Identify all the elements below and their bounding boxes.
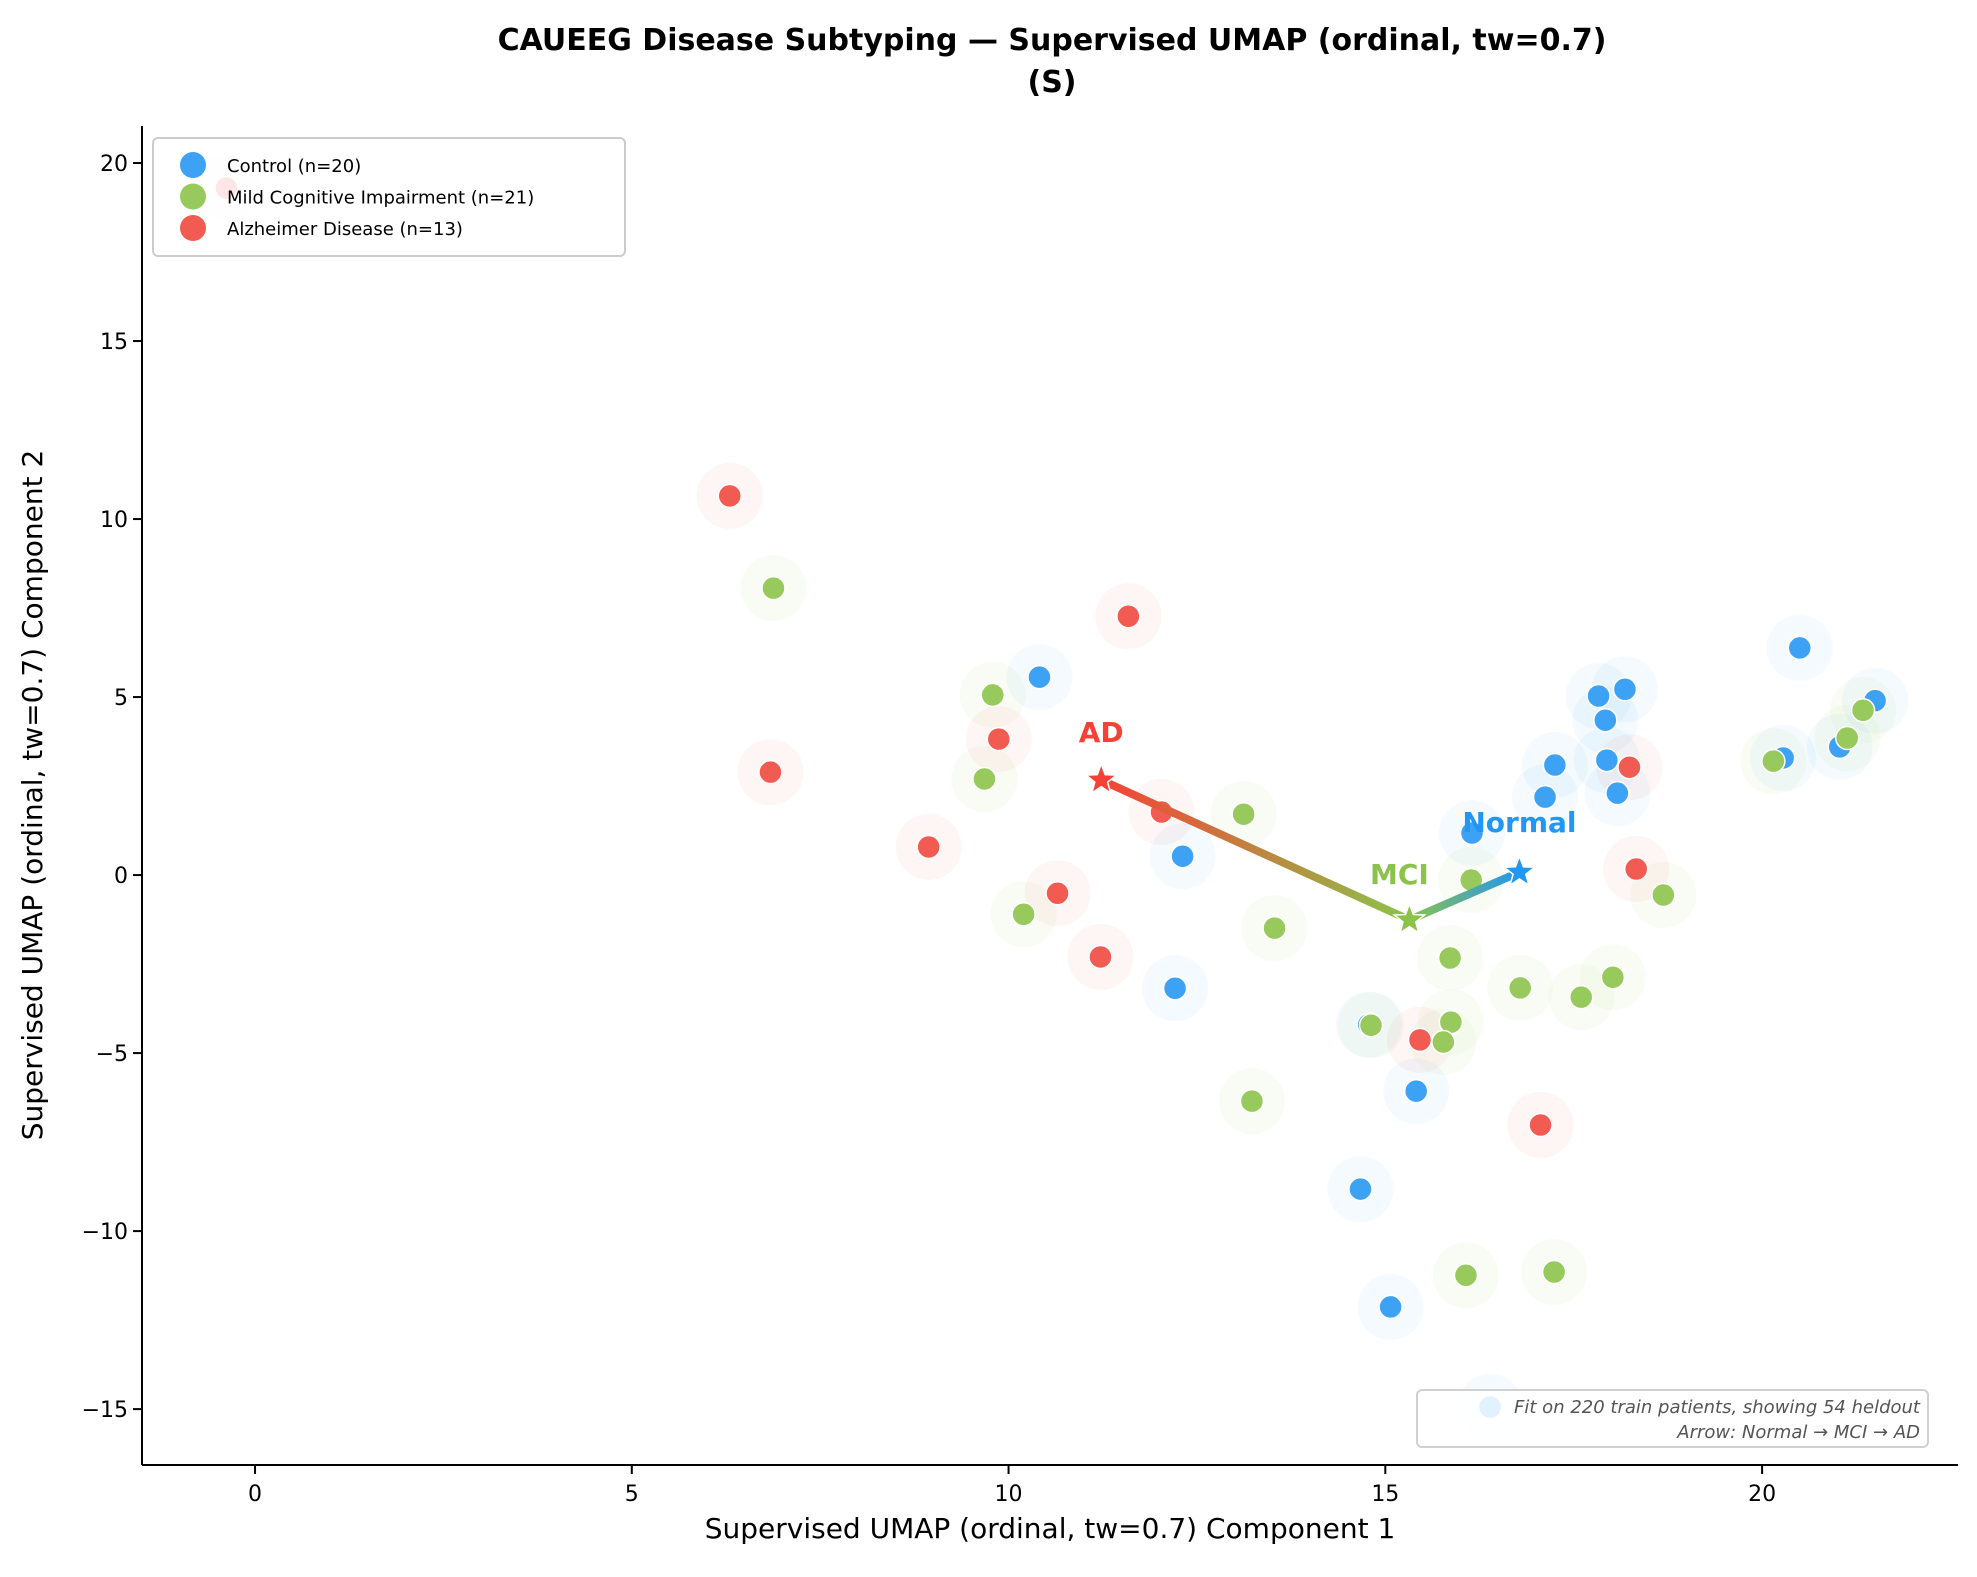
y-tick-label: −10: [82, 1220, 128, 1245]
data-point-mci: [1600, 964, 1626, 990]
data-point-ad: [916, 834, 941, 860]
data-point-mci: [1431, 1029, 1456, 1055]
data-point-control: [1605, 780, 1630, 806]
data-point-ad: [1623, 856, 1649, 882]
data-point-mci: [1568, 984, 1594, 1010]
annotation-line-2: Arrow: Normal → MCI → AD: [1676, 1422, 1920, 1443]
arrow-segment: [1405, 868, 1524, 924]
data-point-control: [1403, 1078, 1429, 1104]
chart-title: CAUEEG Disease Subtyping — Supervised UM…: [498, 23, 1607, 58]
data-point-ad: [717, 483, 743, 509]
centroid-markers: Normal MCI AD: [1079, 716, 1577, 935]
legend-label-mci: Mild Cognitive Impairment (n=21): [227, 188, 534, 209]
data-point-control: [1532, 784, 1558, 810]
y-tick-label: 0: [114, 864, 128, 889]
data-point-ad: [1617, 754, 1642, 780]
data-point-control: [1459, 820, 1485, 846]
data-point-control: [1593, 707, 1618, 733]
legend-box: [152, 137, 626, 257]
point-halos: [193, 154, 1909, 1440]
data-point-mci: [1239, 1088, 1265, 1114]
data-point-mci: [1834, 725, 1860, 751]
data-point-mci: [972, 766, 997, 792]
x-tick-label: 5: [625, 1482, 639, 1507]
data-point-control: [1586, 683, 1611, 709]
data-point-mci: [1437, 945, 1463, 971]
x-tick-label: 10: [995, 1482, 1023, 1507]
trajectory-arrow: [1097, 776, 1524, 924]
data-point-mci: [1262, 915, 1287, 941]
legend: Control (n=20) Mild Cognitive Impairment …: [152, 137, 626, 257]
data-point-mci: [980, 682, 1005, 708]
y-tick-label: −15: [82, 1398, 128, 1423]
data-point-ad: [758, 759, 783, 785]
centroid-star-ad: [1083, 761, 1119, 795]
data-point-ad: [1407, 1027, 1433, 1053]
data-point-mci: [1651, 882, 1676, 908]
data-point-control: [1378, 1294, 1403, 1320]
y-tick-label: −5: [96, 1042, 128, 1067]
y-ticks: −15 −10 −5 0 5 10 15 20: [82, 152, 142, 1423]
x-tick-label: 20: [1748, 1482, 1776, 1507]
legend-label-control: Control (n=20): [227, 156, 361, 177]
data-point-control: [1027, 664, 1052, 690]
y-tick-label: 10: [100, 508, 128, 533]
y-tick-label: 5: [114, 686, 128, 711]
data-point-control: [1542, 752, 1568, 778]
data-point-mci: [1507, 975, 1533, 1001]
data-point-mci: [1761, 748, 1786, 774]
data-point-control: [1170, 843, 1195, 869]
centroid-label-mci: MCI: [1370, 858, 1429, 891]
data-point-ad: [1528, 1112, 1553, 1138]
annotation-line-1: Fit on 220 train patients, showing 54 he…: [1514, 1397, 1921, 1418]
centroid-star-normal: [1502, 854, 1537, 887]
data-point-ad: [1045, 880, 1070, 906]
data-point-mci: [1358, 1013, 1384, 1038]
arrow-segment: [1097, 776, 1414, 924]
data-point-mci: [761, 575, 786, 601]
data-point-control: [1787, 635, 1813, 661]
data-point-control: [1162, 976, 1188, 1001]
data-point-ad: [986, 726, 1012, 752]
centroid-label-normal: Normal: [1462, 806, 1576, 839]
data-point-control: [1348, 1176, 1373, 1202]
x-ticks: 0 5 10 15 20: [248, 1465, 1776, 1507]
data-point-ad: [1088, 944, 1113, 970]
data-point-mci: [1011, 901, 1036, 927]
centroid-label-ad: AD: [1079, 716, 1124, 749]
centroid-star-mci: [1392, 901, 1427, 935]
annotation-frame: [1416, 1389, 1929, 1448]
legend-label-ad: Alzheimer Disease (n=13): [227, 219, 463, 240]
annotation-box: Fit on 220 train patients, showing 54 he…: [1416, 1389, 1929, 1448]
chart-subtitle: (S): [1027, 65, 1076, 100]
axes: [141, 126, 1958, 1466]
data-point-ad: [1116, 603, 1141, 629]
x-tick-label: 0: [248, 1482, 262, 1507]
y-tick-label: 20: [100, 152, 128, 177]
y-axis-label: Supervised UMAP (ordinal, tw=0.7) Compon…: [16, 450, 49, 1141]
data-point-mci: [1541, 1259, 1567, 1285]
data-point-mci: [1453, 1262, 1479, 1288]
data-point-control: [1612, 676, 1638, 702]
y-tick-label: 15: [100, 330, 128, 355]
legend-marker-ad: [180, 215, 206, 241]
data-point-mci: [1850, 697, 1876, 723]
legend-marker-mci: [180, 183, 206, 210]
x-tick-label: 15: [1371, 1482, 1399, 1507]
data-point-mci: [1231, 801, 1256, 827]
legend-marker-control: [180, 152, 206, 178]
data-point-control: [1594, 747, 1620, 773]
x-axis-label: Supervised UMAP (ordinal, tw=0.7) Compon…: [705, 1512, 1396, 1545]
